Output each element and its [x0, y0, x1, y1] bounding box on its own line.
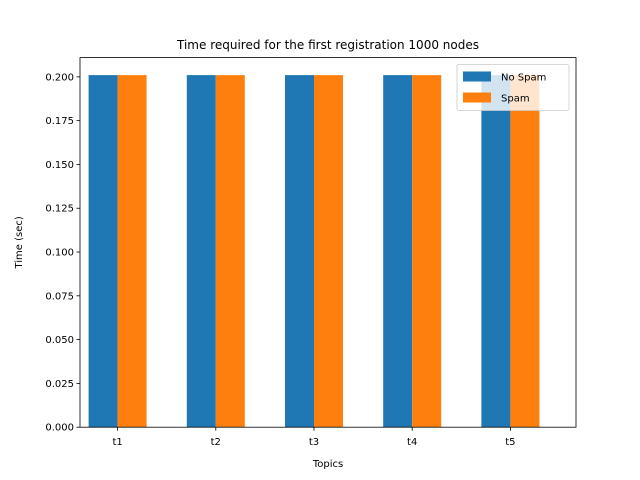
y-tick-label: 0.075	[45, 291, 74, 302]
axes-frame	[79, 57, 577, 428]
bar-no-spam-t5	[481, 75, 511, 428]
x-axis-ticks: t1 t2 t3 t4 t5	[112, 427, 516, 448]
bar-spam-t3	[314, 75, 343, 428]
y-tick-label: 0.100	[45, 248, 74, 259]
legend-swatch-no-spam	[463, 71, 491, 82]
legend: No Spam Spam	[456, 64, 570, 111]
y-tick-label: 0.200	[45, 72, 74, 83]
chart-title: Time required for the first registration…	[176, 38, 479, 52]
y-axis-ticks: 0.000 0.025 0.050 0.075 0.100 0.125 0.150 0.175…	[45, 72, 80, 434]
bar-spam-t5	[510, 75, 540, 428]
x-axis-label: Topics	[312, 459, 343, 470]
bars-group	[88, 75, 540, 428]
bar-no-spam-t1	[88, 75, 118, 428]
y-tick-label: 0.150	[45, 160, 74, 171]
bar-spam-t2	[215, 75, 245, 428]
x-tick-label: t1	[112, 437, 122, 448]
legend-label-spam: Spam	[501, 94, 530, 105]
x-tick-label: t5	[505, 437, 515, 448]
x-tick-label: t4	[407, 437, 417, 448]
bar-spam-t1	[117, 75, 147, 428]
bar-no-spam-t2	[186, 75, 216, 428]
y-tick-label: 0.000	[45, 423, 74, 434]
y-tick-label: 0.050	[45, 335, 74, 346]
y-axis-label: Time (sec)	[14, 216, 25, 269]
legend-swatch-spam	[463, 92, 491, 103]
bar-spam-t4	[412, 75, 442, 428]
y-tick-label: 0.125	[45, 204, 74, 215]
x-tick-label: t2	[211, 437, 221, 448]
y-tick-label: 0.025	[45, 379, 74, 390]
y-tick-label: 0.175	[45, 116, 74, 127]
legend-label-no-spam: No Spam	[501, 73, 546, 84]
bar-no-spam-t4	[383, 75, 413, 428]
bar-no-spam-t3	[285, 75, 314, 428]
x-tick-label: t3	[309, 437, 319, 448]
